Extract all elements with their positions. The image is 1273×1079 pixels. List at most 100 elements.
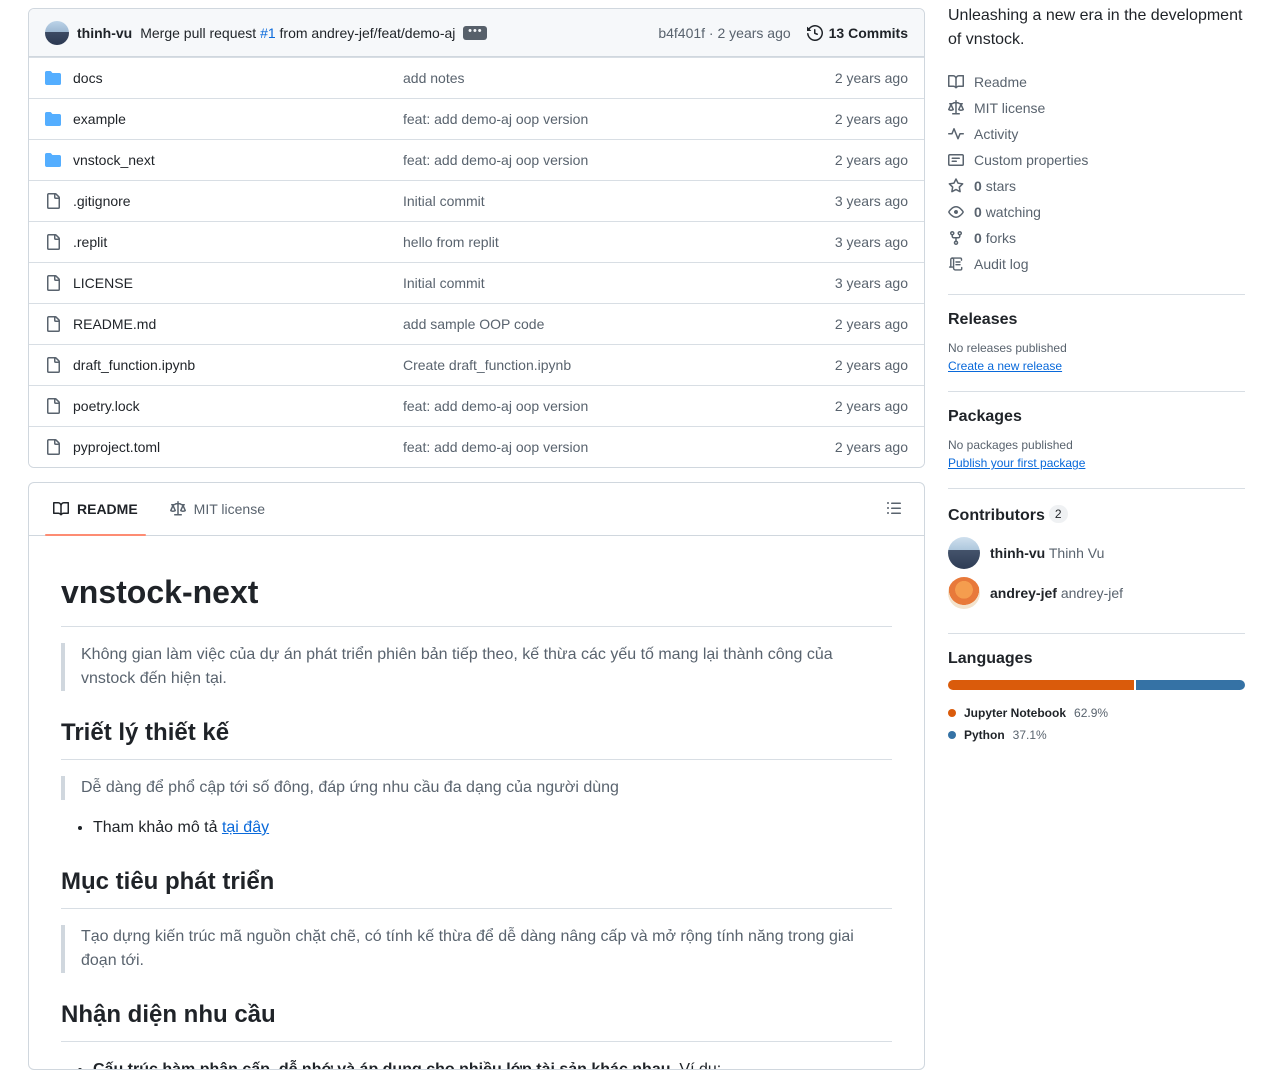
file-age: 2 years ago	[834, 70, 908, 86]
table-row[interactable]: pyproject.toml feat: add demo-aj oop ver…	[29, 426, 924, 467]
commit-history-link[interactable]: 13 Commits	[806, 25, 908, 41]
commit-message-link[interactable]: hello from replit	[403, 234, 499, 250]
commit-message-link[interactable]: feat: add demo-aj oop version	[403, 111, 589, 127]
contributor-row[interactable]: thinh-vu Thinh Vu	[948, 537, 1245, 569]
about-description: Unleashing a new era in the development …	[948, 7, 1243, 48]
file-age: 2 years ago	[834, 316, 908, 332]
publish-package-link[interactable]: Publish your first package	[948, 456, 1086, 470]
star-icon	[948, 178, 964, 193]
create-release-link[interactable]: Create a new release	[948, 359, 1063, 373]
law-icon	[948, 100, 964, 115]
file-age: 2 years ago	[834, 152, 908, 168]
commit-message-link[interactable]: Create draft_function.ipynb	[403, 357, 572, 373]
sidebar-item-stars[interactable]: 0 stars	[948, 174, 1245, 198]
law-icon	[169, 501, 186, 516]
fork-icon	[950, 231, 962, 246]
philosophy-quote: Dễ dàng để phổ cập tới số đông, đáp ứng …	[61, 776, 892, 800]
languages-section: Languages Jupyter Notebook 62.9% Python …	[948, 633, 1245, 762]
file-link[interactable]: docs	[73, 70, 103, 86]
latest-commit-bar: thinh-vu Merge pull request #1 from andr…	[29, 9, 924, 57]
commit-message-link[interactable]: add sample OOP code	[403, 316, 545, 332]
commit-message-link[interactable]: feat: add demo-aj oop version	[403, 398, 589, 414]
section-heading-needs: Nhận diện nhu cầu	[61, 997, 892, 1042]
book-icon	[53, 501, 69, 516]
file-link[interactable]: README.md	[73, 316, 157, 332]
file-icon	[47, 439, 60, 455]
table-row[interactable]: docs add notes 2 years ago	[29, 57, 924, 98]
file-age: 2 years ago	[834, 398, 908, 414]
readme-panel: README MIT license vnstock-next Không gi…	[28, 482, 925, 1070]
contributor-row[interactable]: andrey-jef andrey-jef	[948, 577, 1245, 609]
file-icon	[47, 398, 60, 414]
file-age: 2 years ago	[834, 111, 908, 127]
file-link[interactable]: LICENSE	[73, 275, 133, 291]
file-link[interactable]: .replit	[73, 234, 108, 250]
sidebar-item-custom-properties[interactable]: Custom properties	[948, 148, 1245, 172]
commit-message-link[interactable]: feat: add demo-aj oop version	[403, 439, 589, 455]
table-row[interactable]: .gitignore Initial commit 3 years ago	[29, 180, 924, 221]
commit-message-link[interactable]: add notes	[403, 70, 465, 86]
tab-readme[interactable]: README	[37, 483, 154, 536]
contributor-login-link[interactable]: andrey-jef	[990, 585, 1057, 601]
sidebar-item-watching[interactable]: 0 watching	[948, 200, 1245, 224]
language-legend-item[interactable]: Jupyter Notebook 62.9%	[948, 702, 1245, 724]
readme-content: vnstock-next Không gian làm việc của dự …	[29, 536, 924, 1069]
releases-empty-text: No releases published	[948, 341, 1067, 355]
contributor-login-link[interactable]: thinh-vu	[990, 545, 1046, 561]
table-row[interactable]: poetry.lock feat: add demo-aj oop versio…	[29, 385, 924, 426]
file-age: 3 years ago	[834, 275, 908, 291]
needs-list: Cấu trúc hàm phân cấp, dễ nhớ và áp dụng…	[61, 1058, 892, 1069]
contributors-title: Contributors 2	[948, 505, 1245, 525]
language-bar-segment-python[interactable]	[1135, 680, 1245, 690]
language-dot	[948, 709, 956, 717]
commit-message[interactable]: Merge pull request #1 from andrey-jef/fe…	[140, 24, 456, 41]
file-age: 3 years ago	[834, 234, 908, 250]
commit-sha-link[interactable]: b4f401f · 2 years ago	[658, 24, 791, 41]
languages-title: Languages	[948, 650, 1033, 667]
file-link[interactable]: example	[73, 111, 126, 127]
outline-button[interactable]	[880, 494, 908, 525]
file-age: 3 years ago	[834, 193, 908, 209]
language-legend: Jupyter Notebook 62.9% Python 37.1%	[948, 702, 1245, 746]
language-bar-segment-jupyter[interactable]	[948, 680, 1134, 690]
sidebar-item-readme[interactable]: Readme	[948, 70, 1245, 94]
table-row[interactable]: example feat: add demo-aj oop version 2 …	[29, 98, 924, 139]
file-age: 2 years ago	[834, 439, 908, 455]
avatar[interactable]	[948, 577, 980, 609]
language-bar	[948, 680, 1245, 690]
file-link[interactable]: draft_function.ipynb	[73, 357, 196, 373]
file-link[interactable]: vnstock_next	[73, 152, 155, 168]
table-row[interactable]: README.md add sample OOP code 2 years ag…	[29, 303, 924, 344]
repo-main-column: thinh-vu Merge pull request #1 from andr…	[28, 8, 925, 1070]
table-row[interactable]: vnstock_next feat: add demo-aj oop versi…	[29, 139, 924, 180]
file-icon	[47, 234, 60, 250]
custom-properties-icon	[948, 154, 964, 166]
commit-author-avatar[interactable]	[45, 20, 69, 45]
file-link[interactable]: .gitignore	[73, 193, 131, 209]
about-meta-list: Readme MIT license Activity Custom prope…	[948, 60, 1245, 294]
commit-message-link[interactable]: Initial commit	[403, 193, 485, 209]
readme-here-link[interactable]: tại đây	[221, 819, 270, 836]
contributors-count-badge: 2	[1048, 505, 1068, 523]
table-row[interactable]: LICENSE Initial commit 3 years ago	[29, 262, 924, 303]
repo-sidebar: Unleashing a new era in the development …	[948, 0, 1245, 762]
file-link[interactable]: pyproject.toml	[73, 439, 161, 455]
commit-author-link[interactable]: thinh-vu	[77, 24, 133, 41]
sidebar-item-license[interactable]: MIT license	[948, 96, 1245, 120]
list-unordered-icon	[887, 501, 901, 514]
tab-mit-license[interactable]: MIT license	[154, 483, 281, 535]
sidebar-item-forks[interactable]: 0 forks	[948, 226, 1245, 250]
avatar[interactable]	[948, 537, 980, 569]
packages-section: Packages No packages published Publish y…	[948, 391, 1245, 488]
sidebar-item-activity[interactable]: Activity	[948, 122, 1245, 146]
commit-message-link[interactable]: Initial commit	[403, 275, 485, 291]
intro-quote: Không gian làm việc của dự án phát triển…	[61, 643, 892, 691]
commit-message-expand-button[interactable]: •••	[463, 25, 488, 40]
table-row[interactable]: .replit hello from replit 3 years ago	[29, 221, 924, 262]
sidebar-item-audit-log[interactable]: Audit log	[948, 252, 1245, 276]
file-link[interactable]: poetry.lock	[73, 398, 140, 414]
table-row[interactable]: draft_function.ipynb Create draft_functi…	[29, 344, 924, 385]
language-legend-item[interactable]: Python 37.1%	[948, 724, 1245, 746]
commit-message-link[interactable]: feat: add demo-aj oop version	[403, 152, 589, 168]
pr-number-link[interactable]: #1	[260, 24, 276, 41]
